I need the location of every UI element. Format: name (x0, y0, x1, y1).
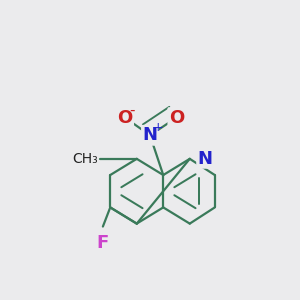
Text: CH₃: CH₃ (73, 152, 98, 166)
Text: O: O (169, 109, 184, 127)
Text: -: - (130, 103, 135, 118)
Text: O: O (117, 109, 133, 127)
Text: N: N (142, 126, 158, 144)
Text: +: + (153, 122, 164, 134)
Text: F: F (97, 234, 109, 252)
Text: N: N (197, 150, 212, 168)
